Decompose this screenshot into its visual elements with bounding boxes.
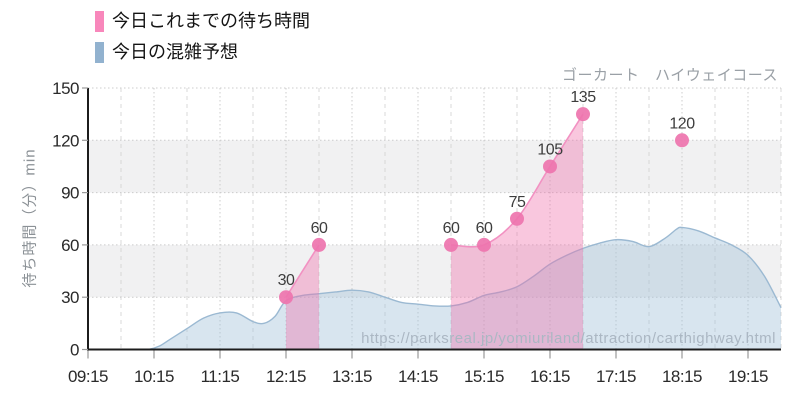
y-tick-label: 150 — [52, 79, 79, 98]
data-point-label: 30 — [278, 272, 295, 289]
x-tick-label: 11:15 — [201, 367, 240, 386]
data-point-label: 60 — [476, 220, 493, 237]
x-tick-label: 17:15 — [596, 367, 636, 386]
data-point-marker — [312, 237, 326, 252]
y-tick-label: 0 — [70, 341, 79, 360]
x-tick-label: 10:15 — [134, 367, 174, 386]
data-point-marker — [510, 211, 524, 226]
legend-label-actual: 今日これまでの待ち時間 — [112, 11, 310, 31]
axis-labels: 0 30 60 90 120 150 09:15 10:15 11:15 12:15 13:15 14… — [52, 79, 768, 386]
data-point-marker — [675, 133, 689, 148]
data-point-label: 120 — [669, 115, 695, 132]
x-tick-label: 19:15 — [728, 367, 768, 386]
y-tick-label: 30 — [61, 288, 79, 307]
data-point-label: 60 — [443, 220, 460, 237]
legend-swatch-forecast-icon — [95, 41, 104, 63]
data-point-marker — [543, 159, 557, 174]
legend-item-actual: 今日これまでの待ち時間 — [95, 10, 310, 32]
legend-label-forecast: 今日の混雑予想 — [112, 42, 238, 62]
x-tick-label: 15:15 — [464, 367, 504, 386]
data-points: 30 60 60 60 75 105 135 120 — [278, 89, 696, 305]
y-tick-label: 90 — [61, 184, 79, 203]
legend-swatch-actual-icon — [95, 10, 104, 32]
data-point-marker — [279, 290, 293, 305]
data-point-label: 75 — [509, 194, 526, 211]
x-tick-label: 14:15 — [398, 367, 438, 386]
x-tick-label: 12:15 — [266, 367, 306, 386]
axes — [82, 87, 781, 359]
data-point-label: 60 — [311, 220, 328, 237]
data-point-marker — [444, 237, 458, 252]
y-tick-label: 60 — [61, 236, 79, 255]
y-tick-label: 120 — [52, 131, 79, 150]
band-group — [88, 140, 781, 298]
x-tick-label: 18:15 — [662, 367, 702, 386]
x-tick-label: 16:15 — [530, 367, 570, 386]
data-point-marker — [576, 107, 590, 122]
y-axis-title: 待ち時間（分）min — [21, 148, 39, 288]
legend: 今日これまでの待ち時間 今日の混雑予想 — [95, 10, 310, 72]
data-point-marker — [477, 237, 491, 252]
data-point-label: 105 — [537, 141, 563, 158]
legend-item-forecast: 今日の混雑予想 — [95, 41, 310, 63]
x-tick-label: 09:15 — [68, 367, 108, 386]
x-tick-label: 13:15 — [332, 367, 372, 386]
data-point-label: 135 — [570, 89, 596, 106]
attraction-title: ゴーカート ハイウェイコース — [562, 67, 778, 84]
forecast-area-series — [88, 226, 782, 351]
